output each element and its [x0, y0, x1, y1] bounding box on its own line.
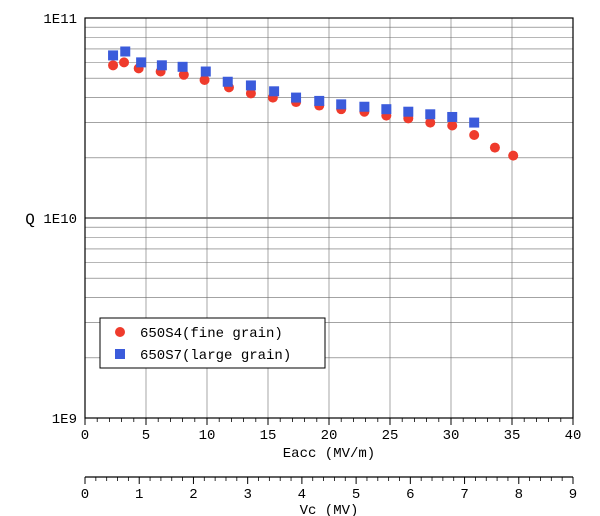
- data-point: [201, 67, 211, 77]
- y-axis-label: Q: [25, 211, 35, 229]
- data-point: [403, 107, 413, 117]
- x-axis-eacc-label: Eacc (MV/m): [283, 446, 375, 462]
- svg-text:1E10: 1E10: [43, 212, 77, 228]
- x-axis-eacc: 0 5 10 15 20 25 30 35 40 Eacc (MV/m): [81, 418, 582, 462]
- data-point: [447, 112, 457, 122]
- series-s7: [108, 46, 479, 127]
- y-axis-ticks: 1E9 1E10 1E11: [43, 12, 77, 428]
- data-point: [508, 151, 518, 161]
- svg-text:35: 35: [504, 428, 521, 444]
- svg-text:3: 3: [243, 487, 251, 503]
- data-point: [490, 143, 500, 153]
- data-point: [359, 102, 369, 112]
- data-point: [120, 46, 130, 56]
- legend-marker: [115, 349, 125, 359]
- chart-container: 1E91E101E11Q0510152025303540Eacc (MV/m)0…: [0, 0, 600, 516]
- svg-text:7: 7: [460, 487, 468, 503]
- x-axis-vc-label: Vc (MV): [300, 503, 359, 516]
- svg-text:15: 15: [260, 428, 277, 444]
- data-point: [291, 93, 301, 103]
- svg-text:6: 6: [406, 487, 414, 503]
- svg-text:8: 8: [515, 487, 523, 503]
- data-point: [246, 80, 256, 90]
- chart-svg: 1E91E101E11Q0510152025303540Eacc (MV/m)0…: [0, 0, 600, 516]
- data-point: [178, 62, 188, 72]
- legend-label: 650S7(large grain): [140, 348, 291, 364]
- svg-text:2: 2: [189, 487, 197, 503]
- x-axis-vc: 0 1 2 3 4 5 6 7 8 9 Vc (MV): [81, 477, 577, 516]
- svg-text:20: 20: [321, 428, 338, 444]
- svg-text:10: 10: [199, 428, 216, 444]
- svg-text:1E9: 1E9: [52, 412, 77, 428]
- data-point: [119, 57, 129, 67]
- svg-text:1: 1: [135, 487, 143, 503]
- data-point: [314, 96, 324, 106]
- svg-text:40: 40: [565, 428, 582, 444]
- legend: 650S4(fine grain) 650S7(large grain): [100, 318, 325, 368]
- series-s4: [108, 57, 518, 160]
- data-point: [336, 99, 346, 109]
- data-point: [447, 121, 457, 131]
- svg-text:4: 4: [298, 487, 306, 503]
- svg-text:1E11: 1E11: [43, 12, 77, 28]
- svg-text:5: 5: [352, 487, 360, 503]
- data-point: [108, 50, 118, 60]
- legend-marker: [115, 327, 125, 337]
- data-point: [223, 77, 233, 87]
- svg-text:30: 30: [443, 428, 460, 444]
- data-point: [157, 60, 167, 70]
- legend-label: 650S4(fine grain): [140, 326, 283, 342]
- data-point: [425, 109, 435, 119]
- svg-text:25: 25: [382, 428, 399, 444]
- data-point: [108, 60, 118, 70]
- svg-text:0: 0: [81, 487, 89, 503]
- svg-text:5: 5: [142, 428, 150, 444]
- svg-text:0: 0: [81, 428, 89, 444]
- data-point: [269, 86, 279, 96]
- data-point: [469, 130, 479, 140]
- data-point: [469, 118, 479, 128]
- svg-text:9: 9: [569, 487, 577, 503]
- data-point: [136, 57, 146, 67]
- data-point: [381, 104, 391, 114]
